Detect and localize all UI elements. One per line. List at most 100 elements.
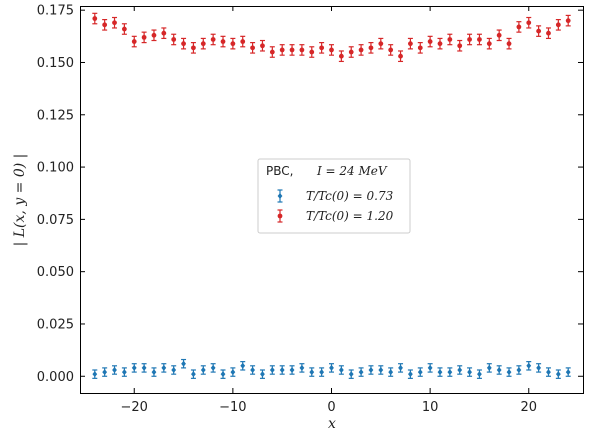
data-point	[171, 37, 177, 42]
data-point	[191, 371, 196, 378]
data-point	[181, 41, 186, 47]
data-point	[250, 366, 255, 373]
y-tick-label: 0.100	[37, 161, 74, 176]
data-point	[299, 364, 305, 371]
data-point	[191, 45, 196, 51]
legend-title-suffix: I = 24 MeV	[316, 164, 388, 178]
x-axis-label: x	[328, 416, 336, 432]
x-axis-ticks: −20 −10 0 10 20	[121, 6, 537, 415]
data-point	[398, 364, 403, 371]
data-point	[151, 369, 157, 376]
data-point	[329, 47, 334, 53]
data-point	[230, 369, 236, 376]
data-point	[210, 364, 216, 371]
data-point	[427, 364, 433, 371]
data-point	[121, 369, 127, 376]
data-point	[260, 43, 265, 49]
data-point	[506, 369, 512, 376]
x-tick-label: 20	[520, 400, 537, 415]
x-tick-label: −10	[219, 400, 246, 415]
data-point	[329, 364, 334, 371]
x-tick-label: −20	[121, 400, 148, 415]
data-point	[131, 364, 137, 371]
data-point	[388, 47, 394, 53]
data-point	[269, 366, 275, 373]
data-point	[171, 366, 177, 373]
data-point	[121, 26, 127, 32]
data-point	[437, 369, 443, 376]
data-point	[102, 22, 108, 28]
data-point	[338, 53, 344, 59]
data-point	[555, 22, 561, 28]
legend-title: PBC,	[266, 164, 293, 178]
legend-marker	[277, 193, 283, 199]
data-point	[546, 30, 551, 36]
data-point	[417, 45, 423, 51]
series-layer	[92, 12, 571, 379]
data-point	[388, 369, 394, 376]
data-point	[230, 41, 236, 47]
data-point	[536, 28, 542, 34]
data-point	[348, 371, 354, 378]
legend-label: T/Tc(0) = 0.73	[306, 189, 394, 203]
y-tick-label: 0.075	[37, 213, 74, 228]
data-point	[486, 364, 492, 371]
data-point	[546, 369, 551, 376]
data-point	[319, 369, 325, 376]
data-point	[338, 366, 344, 373]
data-point	[457, 43, 463, 49]
data-point	[260, 371, 265, 378]
data-point	[92, 371, 98, 378]
data-point	[358, 369, 364, 376]
data-point	[289, 47, 295, 53]
data-point	[565, 18, 571, 24]
legend-entries: T/Tc(0) = 0.73 T/Tc(0) = 1.20	[277, 189, 394, 223]
data-point	[378, 41, 384, 47]
data-point	[309, 49, 315, 55]
data-point	[526, 20, 532, 26]
data-point	[112, 20, 117, 26]
data-point	[506, 41, 512, 47]
x-tick-label: 0	[327, 400, 335, 415]
data-point	[240, 362, 246, 369]
data-point	[516, 366, 522, 373]
data-point	[112, 366, 117, 373]
data-point	[279, 366, 285, 373]
data-point	[368, 366, 374, 373]
data-point	[240, 39, 246, 44]
data-point	[269, 49, 275, 55]
data-point	[200, 41, 206, 47]
y-tick-label: 0.025	[37, 317, 74, 332]
data-point	[131, 39, 137, 44]
data-point	[210, 37, 216, 42]
data-point	[477, 37, 482, 42]
data-point	[161, 364, 167, 371]
data-point	[457, 366, 463, 373]
data-point	[141, 364, 147, 371]
data-point	[348, 49, 354, 55]
series-1	[92, 358, 571, 379]
data-point	[358, 47, 364, 53]
data-point	[102, 369, 108, 376]
data-point	[250, 45, 255, 51]
data-point	[181, 360, 186, 367]
data-point	[447, 369, 453, 376]
y-tick-label: 0.050	[37, 265, 74, 280]
data-point	[279, 47, 285, 53]
data-point	[408, 371, 413, 378]
data-point	[555, 371, 561, 378]
data-point	[220, 371, 226, 378]
y-tick-label: 0.125	[37, 108, 74, 123]
data-point	[467, 369, 472, 376]
y-tick-label: 0.000	[37, 370, 74, 385]
data-point	[408, 41, 413, 47]
data-point	[437, 41, 443, 47]
data-point	[398, 53, 403, 59]
x-tick-label: 10	[422, 400, 439, 415]
data-point	[427, 39, 433, 44]
data-point	[220, 39, 226, 44]
data-point	[417, 369, 423, 376]
data-point	[477, 371, 482, 378]
data-point	[516, 24, 522, 30]
